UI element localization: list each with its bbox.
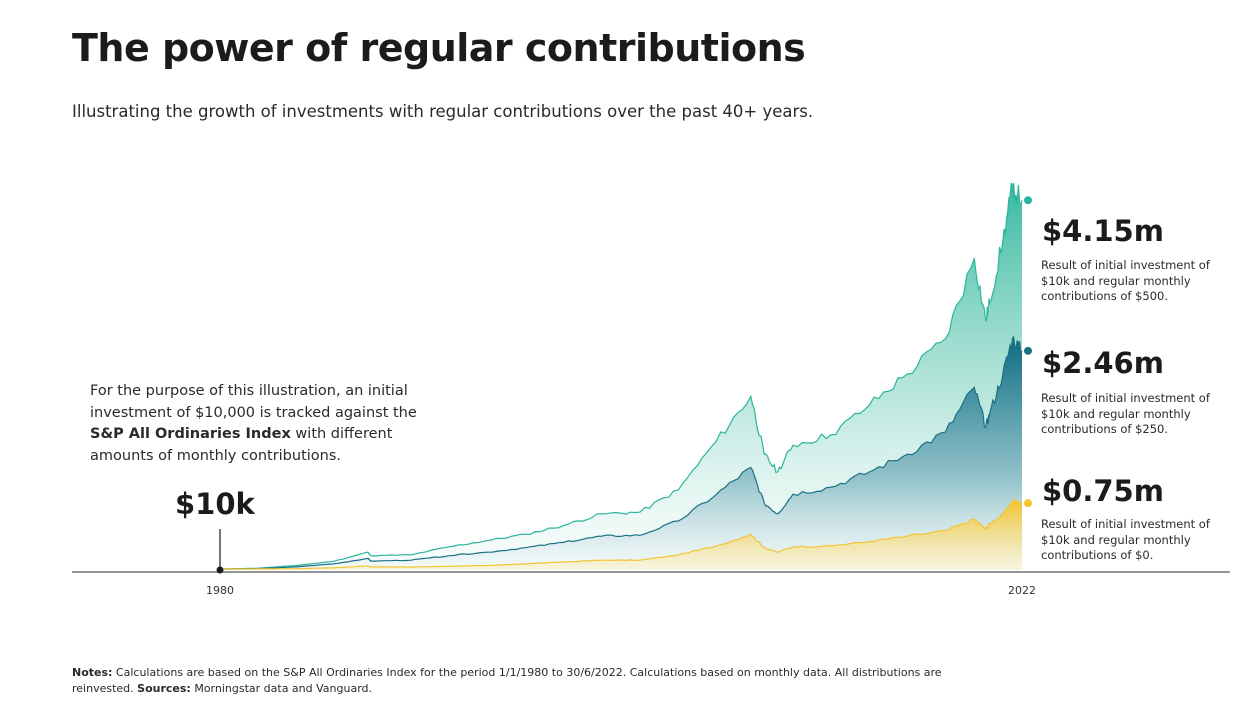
description-text-end: with different amounts of monthly contri… [90, 426, 393, 464]
description-index-name: S&P All Ordinaries Index [90, 426, 291, 442]
series-250-area [220, 336, 1022, 570]
series-0-line [220, 498, 1023, 570]
series-250-line [219, 335, 1023, 570]
start-value-label: $10k [175, 487, 255, 521]
page-title: The power of regular contributions [72, 26, 806, 70]
sources-label: Sources: [137, 682, 191, 695]
x-tick-label-end: 2022 [1008, 584, 1036, 597]
page-subtitle: Illustrating the growth of investments w… [72, 102, 814, 121]
start-marker-dot [216, 566, 224, 574]
callout-value-0: $0.75m [1042, 474, 1164, 508]
series-500-line [219, 182, 1023, 570]
series-0-area [220, 500, 1022, 570]
x-tick-label-start: 1980 [206, 584, 234, 597]
series-0-end-dot [1024, 499, 1032, 508]
series-250-end-dot [1024, 346, 1032, 355]
sources-text: Morningstar data and Vanguard. [190, 682, 373, 695]
callout-desc-0: Result of initial investment of $10k and… [1041, 517, 1210, 562]
callout-value-250: $2.46m [1042, 346, 1164, 380]
footnotes: Notes: Calculations are based on the S&P… [72, 665, 952, 697]
notes-label: Notes: [72, 666, 113, 679]
notes-text: Calculations are based on the S&P All Or… [72, 666, 942, 695]
chart-description: For the purpose of this illustration, an… [90, 381, 450, 467]
callout-value-500: $4.15m [1042, 214, 1164, 248]
series-500-area [220, 182, 1022, 570]
callout-desc-500: Result of initial investment of $10k and… [1041, 258, 1210, 303]
callout-desc-250: Result of initial investment of $10k and… [1041, 391, 1210, 436]
description-text: For the purpose of this illustration, an… [90, 383, 417, 421]
series-500-end-dot [1024, 196, 1032, 205]
